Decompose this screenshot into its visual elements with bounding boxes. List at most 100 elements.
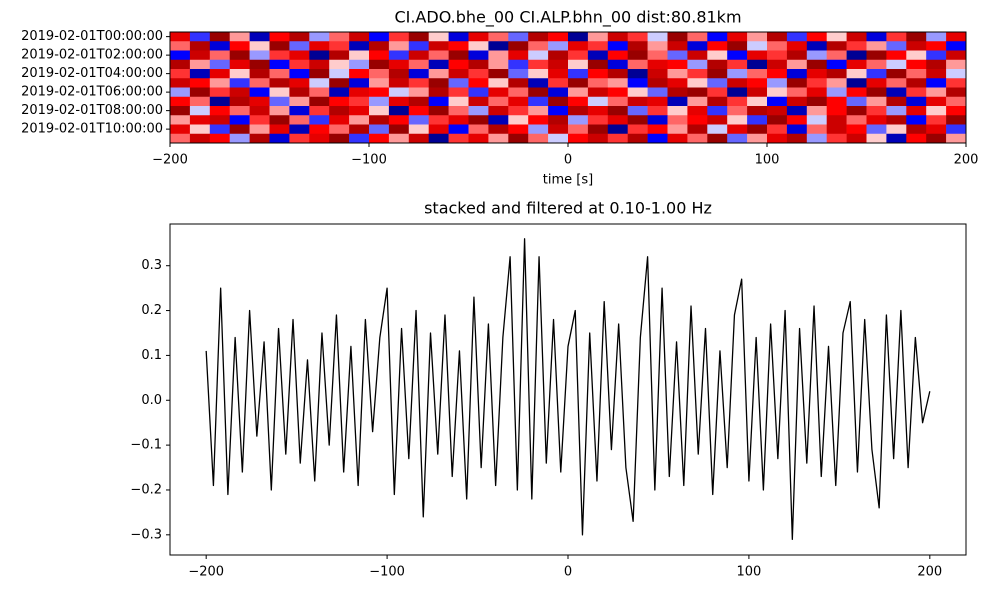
heatmap-cell (548, 87, 569, 98)
heatmap-cell (587, 87, 609, 98)
heatmap-cell (209, 32, 230, 42)
heatmap-cell (587, 115, 609, 125)
heatmap-cell (170, 96, 191, 107)
heatmap-cell (408, 133, 429, 144)
heatmap-cell (189, 69, 211, 79)
heatmap-cell (906, 124, 927, 135)
heatmap-cell (269, 78, 290, 88)
heatmap-cell (866, 59, 887, 70)
heatmap-cell (329, 69, 350, 79)
heatmap-cell (309, 41, 330, 51)
heatmap-cell (309, 78, 330, 88)
heatmap-cell (229, 59, 250, 70)
heatmap-cell (667, 78, 688, 88)
heatmap-cell (468, 41, 489, 51)
heatmap-cell (926, 50, 947, 61)
heatmap-cell (369, 41, 390, 51)
heatmap-cell (548, 124, 569, 135)
heatmap-cell (528, 115, 549, 125)
heatmap-cell (369, 115, 390, 125)
heatmap-cell (667, 106, 688, 116)
heatmap-cell (289, 59, 310, 70)
heatmap-cell (508, 133, 529, 144)
heatmap-cell (189, 106, 211, 116)
heatmap-cell (826, 69, 847, 79)
heatmap-cell (886, 69, 907, 79)
heatmap-cell (349, 124, 370, 135)
heatmap-cell (826, 96, 847, 107)
heatmap-cell (946, 87, 967, 98)
heatmap-cell (647, 115, 668, 125)
heatmap-cell (508, 50, 529, 61)
heatmap-cell (388, 59, 410, 70)
line-series (205, 238, 931, 540)
heatmap-cell (647, 106, 668, 116)
heatmap-cell (587, 78, 609, 88)
heatmap-cell (548, 106, 569, 116)
heatmap-cell (747, 59, 768, 70)
heatmap-cell (249, 69, 270, 79)
heatmap-cell (249, 78, 270, 88)
heatmap-cell (488, 32, 509, 42)
heatmap-cell (189, 59, 211, 70)
heatmap-cell (806, 69, 827, 79)
heatmap-cell (846, 115, 867, 125)
heatmap-cell (408, 87, 429, 98)
heatmap-cell (468, 87, 489, 98)
heatmap-cell (587, 96, 609, 107)
x-tick-label: −200 (188, 565, 224, 580)
heatmap-cell (826, 87, 847, 98)
heatmap-cell (448, 50, 469, 61)
heatmap-cell (289, 106, 310, 116)
heatmap-cell (886, 124, 907, 135)
heatmap-cell (587, 50, 609, 61)
x-tick-label: 100 (755, 153, 780, 168)
heatmap-cell (747, 124, 768, 135)
heatmap-cell (607, 41, 628, 51)
heatmap-cell (349, 50, 370, 61)
y-tick-label: 2019-02-01T04:00:00 (21, 66, 163, 81)
heatmap-cell (806, 32, 827, 42)
heatmap-cell (627, 96, 648, 107)
heatmap-cell (269, 41, 290, 51)
heatmap-cell (269, 124, 290, 135)
heatmap-cell (428, 124, 449, 135)
heatmap-cell (886, 78, 907, 88)
heatmap-cell (587, 124, 609, 135)
heatmap-cell (329, 124, 350, 135)
heatmap-cell (866, 87, 887, 98)
x-axis-label: time [s] (543, 173, 593, 188)
heatmap-cell (926, 41, 947, 51)
heatmap-cell (388, 115, 410, 125)
heatmap-cell (707, 106, 728, 116)
heatmap-cell (508, 87, 529, 98)
heatmap-cell (249, 50, 270, 61)
heatmap-cell (926, 133, 947, 144)
heatmap-cell (528, 41, 549, 51)
heatmap-cell (687, 106, 708, 116)
heatmap-cell (349, 96, 370, 107)
heatmap-cell (508, 41, 529, 51)
heatmap-cell (587, 41, 609, 51)
heatmap-cell (388, 78, 410, 88)
heatmap-cell (289, 115, 310, 125)
heatmap-cell (369, 106, 390, 116)
heatmap-cell (747, 133, 768, 144)
heatmap-cell (428, 115, 449, 125)
heatmap-cell (607, 69, 628, 79)
heatmap-cell (309, 106, 330, 116)
heatmap-cell (369, 69, 390, 79)
heatmap-cell (408, 32, 429, 42)
heatmap-cell (468, 115, 489, 125)
heatmap-cell (189, 124, 211, 135)
heatmap-cell (369, 78, 390, 88)
heatmap-cell (329, 78, 350, 88)
heatmap-cell (249, 133, 270, 144)
heatmap-cell (647, 124, 668, 135)
heatmap-cell (388, 87, 410, 98)
heatmap-cell (786, 59, 808, 70)
heatmap-cell (627, 78, 648, 88)
heatmap-cell (826, 41, 847, 51)
x-tick-label: −200 (152, 153, 188, 168)
heatmap-cell (189, 41, 211, 51)
